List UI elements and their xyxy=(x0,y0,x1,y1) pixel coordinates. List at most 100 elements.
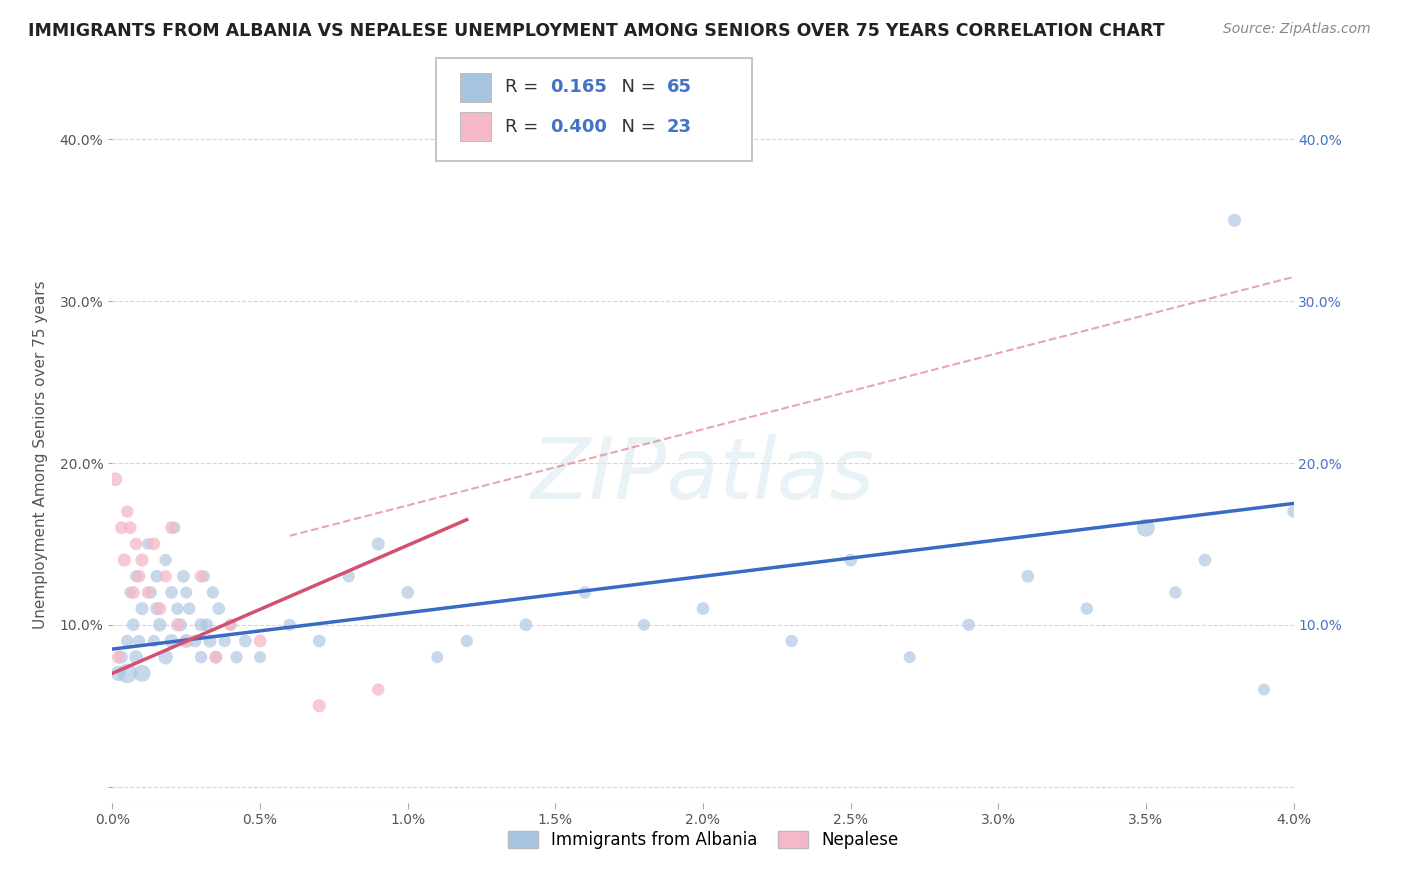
Point xyxy=(367,682,389,697)
Point xyxy=(898,650,921,665)
Text: R =: R = xyxy=(505,78,544,96)
Point xyxy=(131,601,153,615)
Point xyxy=(110,521,132,535)
Legend: Immigrants from Albania, Nepalese: Immigrants from Albania, Nepalese xyxy=(499,822,907,857)
Point xyxy=(125,537,148,551)
Point xyxy=(515,617,537,632)
Point xyxy=(957,617,980,632)
Point xyxy=(249,634,271,648)
Point xyxy=(574,585,596,599)
Point xyxy=(1194,553,1216,567)
Point xyxy=(1253,682,1275,697)
Point xyxy=(190,569,212,583)
Point xyxy=(780,634,803,648)
Point xyxy=(174,585,197,599)
Point xyxy=(142,634,165,648)
Text: 65: 65 xyxy=(666,78,692,96)
Text: ZIPatlas: ZIPatlas xyxy=(531,434,875,517)
Point xyxy=(125,650,148,665)
Point xyxy=(205,650,228,665)
Point xyxy=(155,569,177,583)
Point xyxy=(184,634,207,648)
Point xyxy=(117,666,138,681)
Point xyxy=(367,537,389,551)
Point xyxy=(1076,601,1098,615)
Point xyxy=(149,617,172,632)
Point xyxy=(195,617,218,632)
Point xyxy=(208,601,231,615)
Point xyxy=(117,504,138,518)
Point xyxy=(139,585,162,599)
Point xyxy=(174,634,197,648)
Point xyxy=(131,666,153,681)
Point xyxy=(160,585,183,599)
Y-axis label: Unemployment Among Seniors over 75 years: Unemployment Among Seniors over 75 years xyxy=(34,281,48,629)
Point xyxy=(214,634,236,648)
Point xyxy=(125,569,148,583)
Point xyxy=(205,650,228,665)
Point xyxy=(155,553,177,567)
Point xyxy=(110,650,132,665)
Point xyxy=(166,617,188,632)
Point xyxy=(169,617,191,632)
Point xyxy=(174,634,197,648)
Point xyxy=(225,650,247,665)
Point xyxy=(128,569,150,583)
Point xyxy=(278,617,301,632)
Point xyxy=(172,569,194,583)
Point xyxy=(1017,569,1039,583)
Point xyxy=(190,617,212,632)
Point xyxy=(337,569,360,583)
Point xyxy=(456,634,478,648)
Point xyxy=(1135,521,1157,535)
Point xyxy=(146,569,169,583)
Point xyxy=(160,634,183,648)
Point xyxy=(426,650,449,665)
Point xyxy=(1282,504,1305,518)
Text: N =: N = xyxy=(610,118,662,136)
Text: N =: N = xyxy=(610,78,662,96)
Point xyxy=(163,521,186,535)
Point xyxy=(122,585,145,599)
Point xyxy=(308,698,330,713)
Point xyxy=(160,521,183,535)
Point xyxy=(128,634,150,648)
Point xyxy=(249,650,271,665)
Point xyxy=(308,634,330,648)
Point xyxy=(131,553,153,567)
Point xyxy=(155,650,177,665)
Point xyxy=(692,601,714,615)
Point xyxy=(166,601,188,615)
Point xyxy=(117,634,138,648)
Point xyxy=(193,569,215,583)
Point xyxy=(201,585,224,599)
Text: IMMIGRANTS FROM ALBANIA VS NEPALESE UNEMPLOYMENT AMONG SENIORS OVER 75 YEARS COR: IMMIGRANTS FROM ALBANIA VS NEPALESE UNEM… xyxy=(28,22,1164,40)
Point xyxy=(1223,213,1246,227)
Point xyxy=(107,650,129,665)
Point xyxy=(120,585,142,599)
Point xyxy=(219,617,242,632)
Point xyxy=(104,472,127,486)
Point xyxy=(149,601,172,615)
Text: 23: 23 xyxy=(666,118,692,136)
Point xyxy=(633,617,655,632)
Point xyxy=(142,537,165,551)
Text: Source: ZipAtlas.com: Source: ZipAtlas.com xyxy=(1223,22,1371,37)
Point xyxy=(120,521,142,535)
Point xyxy=(112,553,135,567)
Text: R =: R = xyxy=(505,118,544,136)
Text: 0.400: 0.400 xyxy=(550,118,606,136)
Point xyxy=(1164,585,1187,599)
Point xyxy=(179,601,201,615)
Point xyxy=(396,585,419,599)
Point xyxy=(839,553,862,567)
Text: 0.165: 0.165 xyxy=(550,78,606,96)
Point xyxy=(190,650,212,665)
Point xyxy=(146,601,169,615)
Point xyxy=(136,537,159,551)
Point xyxy=(122,617,145,632)
Point xyxy=(233,634,256,648)
Point xyxy=(107,666,129,681)
Point xyxy=(219,617,242,632)
Point xyxy=(136,585,159,599)
